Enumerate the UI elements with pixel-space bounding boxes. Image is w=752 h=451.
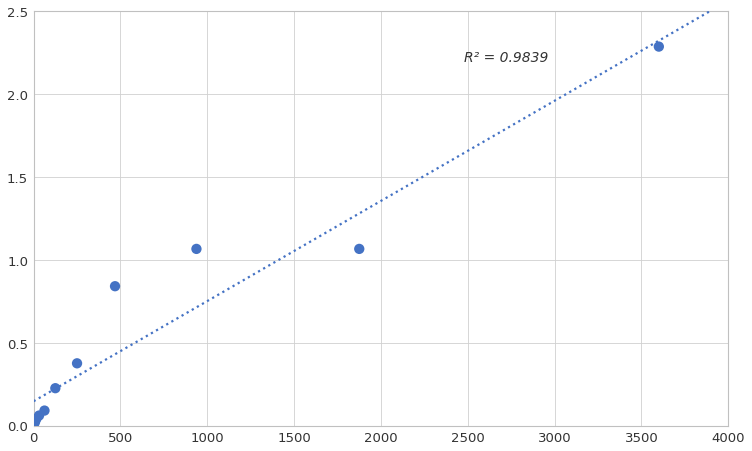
Point [190,246,202,253]
Point [29,419,41,426]
Point [71,360,83,367]
Point [38,407,50,414]
Point [653,44,665,51]
Point [33,412,45,419]
Point [50,385,62,392]
Text: R² = 0.9839: R² = 0.9839 [464,51,549,65]
Point [28,422,40,429]
Point [353,246,365,253]
Point [109,283,121,290]
Point [30,415,42,423]
